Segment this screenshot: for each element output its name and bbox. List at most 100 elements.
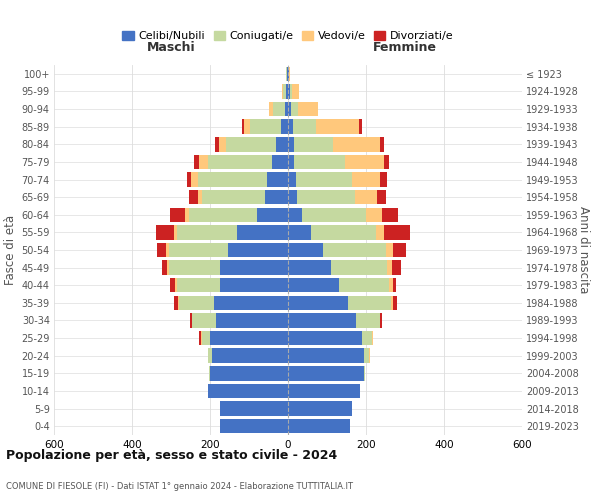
Bar xyxy=(392,278,397,292)
Bar xyxy=(191,172,198,186)
Bar xyxy=(250,120,281,134)
Bar xyxy=(191,314,193,328)
Bar xyxy=(198,172,266,186)
Legend: Celibi/Nubili, Coniugati/e, Vedovi/e, Divorziati/e: Celibi/Nubili, Coniugati/e, Vedovi/e, Di… xyxy=(118,26,458,46)
Bar xyxy=(288,419,350,434)
Bar xyxy=(288,278,338,292)
Bar xyxy=(216,314,288,328)
Bar xyxy=(291,102,298,117)
Bar xyxy=(288,314,356,328)
Bar xyxy=(380,137,383,152)
Bar xyxy=(210,331,288,345)
Bar xyxy=(208,348,212,363)
Bar xyxy=(212,348,288,363)
Bar xyxy=(209,366,210,380)
Bar xyxy=(210,366,288,380)
Bar xyxy=(386,243,392,257)
Bar xyxy=(288,243,323,257)
Bar xyxy=(227,243,288,257)
Bar xyxy=(288,84,290,98)
Bar xyxy=(226,137,277,152)
Bar xyxy=(179,296,214,310)
Bar xyxy=(174,296,178,310)
Bar xyxy=(364,348,369,363)
Bar xyxy=(288,260,331,275)
Bar xyxy=(317,102,319,117)
Bar xyxy=(208,384,288,398)
Bar xyxy=(389,278,392,292)
Bar xyxy=(364,366,365,380)
Bar xyxy=(323,243,386,257)
Bar xyxy=(202,331,210,345)
Bar xyxy=(220,402,288,416)
Bar xyxy=(277,137,288,152)
Bar xyxy=(187,172,191,186)
Bar xyxy=(288,154,294,169)
Bar xyxy=(380,314,382,328)
Bar xyxy=(366,208,382,222)
Bar xyxy=(169,243,227,257)
Bar xyxy=(391,296,394,310)
Bar xyxy=(202,190,265,204)
Bar xyxy=(352,172,380,186)
Bar xyxy=(286,84,288,98)
Bar xyxy=(190,314,191,328)
Bar xyxy=(355,190,377,204)
Bar xyxy=(382,208,398,222)
Bar xyxy=(177,225,238,240)
Bar xyxy=(359,120,362,134)
Bar xyxy=(380,172,386,186)
Bar xyxy=(238,225,288,240)
Bar xyxy=(290,84,292,98)
Bar xyxy=(199,331,202,345)
Bar xyxy=(281,120,288,134)
Bar xyxy=(197,190,202,204)
Bar xyxy=(214,296,288,310)
Bar xyxy=(288,402,352,416)
Bar xyxy=(356,314,380,328)
Bar xyxy=(175,278,177,292)
Bar xyxy=(185,208,188,222)
Bar xyxy=(394,296,397,310)
Bar xyxy=(288,208,302,222)
Bar xyxy=(292,84,299,98)
Bar xyxy=(293,120,316,134)
Bar xyxy=(167,260,169,275)
Bar xyxy=(208,154,272,169)
Bar xyxy=(220,278,288,292)
Bar xyxy=(242,120,244,134)
Bar xyxy=(331,260,388,275)
Bar xyxy=(383,154,389,169)
Bar xyxy=(257,208,288,222)
Bar xyxy=(369,348,370,363)
Bar xyxy=(265,190,288,204)
Bar xyxy=(288,296,349,310)
Bar xyxy=(376,225,385,240)
Bar xyxy=(289,66,290,81)
Bar xyxy=(189,190,197,204)
Bar xyxy=(377,190,386,204)
Bar xyxy=(244,120,250,134)
Y-axis label: Fasce di età: Fasce di età xyxy=(4,215,17,285)
Bar xyxy=(296,190,355,204)
Text: Maschi: Maschi xyxy=(146,42,196,54)
Bar xyxy=(288,366,364,380)
Text: Popolazione per età, sesso e stato civile - 2024: Popolazione per età, sesso e stato civil… xyxy=(6,450,337,462)
Bar xyxy=(269,102,273,117)
Bar xyxy=(177,278,220,292)
Bar xyxy=(288,120,293,134)
Bar xyxy=(302,208,366,222)
Bar xyxy=(288,348,364,363)
Bar xyxy=(266,172,288,186)
Bar xyxy=(338,278,389,292)
Bar xyxy=(288,172,296,186)
Bar xyxy=(316,120,359,134)
Bar xyxy=(174,225,177,240)
Bar xyxy=(193,314,216,328)
Bar xyxy=(372,331,373,345)
Bar xyxy=(311,225,376,240)
Bar xyxy=(298,102,317,117)
Bar xyxy=(157,243,166,257)
Bar xyxy=(178,296,179,310)
Bar xyxy=(288,137,294,152)
